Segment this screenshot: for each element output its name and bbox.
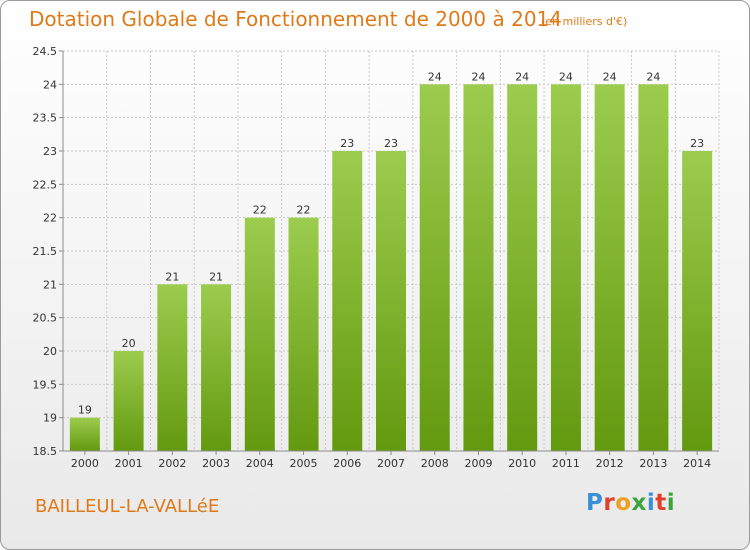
bar-value-label: 21 bbox=[165, 270, 179, 283]
x-tick-label: 2010 bbox=[508, 457, 536, 470]
y-tick-label: 22 bbox=[43, 212, 57, 225]
logo-letter: r bbox=[603, 490, 616, 516]
y-tick-label: 23 bbox=[43, 145, 57, 158]
y-tick-label: 21 bbox=[43, 278, 57, 291]
y-tick-label: 21.5 bbox=[33, 245, 58, 258]
commune-name: BAILLEUL-LA-VALLéE bbox=[35, 496, 220, 517]
bar-value-label: 22 bbox=[297, 204, 311, 217]
bar bbox=[550, 84, 581, 451]
y-tick-label: 19 bbox=[43, 412, 57, 425]
bar-value-label: 23 bbox=[340, 137, 354, 150]
bar-value-label: 21 bbox=[209, 270, 223, 283]
bar bbox=[201, 284, 232, 451]
bar-value-label: 24 bbox=[559, 70, 573, 83]
x-tick-label: 2005 bbox=[290, 457, 318, 470]
x-tick-label: 2013 bbox=[639, 457, 667, 470]
x-tick-label: 2009 bbox=[464, 457, 492, 470]
bar bbox=[682, 151, 713, 451]
x-tick-label: 2003 bbox=[202, 457, 230, 470]
x-tick-label: 2002 bbox=[158, 457, 186, 470]
bar bbox=[507, 84, 538, 451]
y-tick-label: 20.5 bbox=[33, 312, 58, 325]
y-tick-label: 24.5 bbox=[33, 45, 58, 58]
logo-letter: t bbox=[655, 490, 667, 516]
x-tick-label: 2012 bbox=[596, 457, 624, 470]
x-tick-label: 2001 bbox=[115, 457, 143, 470]
x-tick-label: 2004 bbox=[246, 457, 274, 470]
proxiti-logo: Proxiti bbox=[586, 490, 675, 516]
bar bbox=[463, 84, 494, 451]
logo-letter: i bbox=[666, 490, 676, 516]
bars bbox=[69, 84, 713, 451]
bar bbox=[157, 284, 188, 451]
labels: 18.5 19 19.5 20 20.5 21 21.5 22 22.5 23 23.5 24 24.5… bbox=[33, 45, 712, 470]
bar bbox=[376, 151, 406, 451]
unit-label: (en milliers d'€) bbox=[541, 15, 628, 28]
bar bbox=[419, 84, 450, 451]
logo-letter: x bbox=[631, 490, 647, 516]
y-tick-label: 19.5 bbox=[33, 378, 58, 391]
bar-value-label: 24 bbox=[515, 70, 529, 83]
bar-value-label: 22 bbox=[253, 204, 267, 217]
bar bbox=[113, 351, 144, 451]
bar-value-label: 24 bbox=[428, 70, 442, 83]
bar-value-label: 24 bbox=[603, 70, 617, 83]
logo-letter: i bbox=[646, 490, 656, 516]
bar bbox=[594, 84, 625, 451]
x-tick-label: 2011 bbox=[552, 457, 580, 470]
x-tick-label: 2000 bbox=[71, 457, 99, 470]
bar-value-label: 19 bbox=[78, 404, 92, 417]
bar-value-label: 20 bbox=[122, 337, 136, 350]
bar bbox=[332, 151, 363, 451]
axes bbox=[59, 50, 719, 455]
y-tick-label: 22.5 bbox=[33, 178, 58, 191]
chart-title: Dotation Globale de Fonctionnement de 20… bbox=[29, 7, 562, 31]
bar bbox=[638, 84, 669, 451]
y-tick-label: 20 bbox=[43, 345, 57, 358]
y-tick-label: 23.5 bbox=[33, 112, 58, 125]
bar bbox=[244, 217, 275, 451]
bar bbox=[288, 217, 319, 451]
bar-value-label: 23 bbox=[384, 137, 398, 150]
y-tick-label: 18.5 bbox=[33, 445, 58, 458]
x-tick-label: 2007 bbox=[377, 457, 405, 470]
y-tick-label: 24 bbox=[43, 78, 57, 91]
bar-value-label: 24 bbox=[471, 70, 485, 83]
x-tick-label: 2014 bbox=[683, 457, 711, 470]
bar bbox=[69, 417, 100, 451]
bar-value-label: 23 bbox=[690, 137, 704, 150]
x-tick-label: 2006 bbox=[333, 457, 361, 470]
bar-value-label: 24 bbox=[646, 70, 660, 83]
logo-letter: o bbox=[615, 490, 632, 516]
x-tick-label: 2008 bbox=[421, 457, 449, 470]
logo-letter: P bbox=[586, 490, 604, 516]
